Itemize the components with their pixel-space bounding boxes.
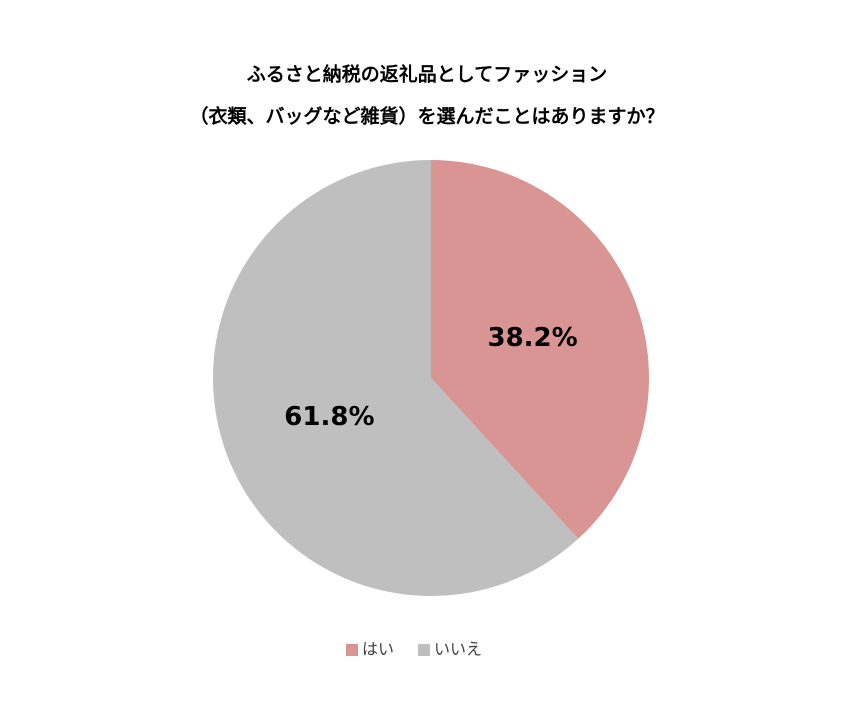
legend-label: はい	[362, 640, 394, 659]
value-label: 38.2%	[487, 323, 577, 353]
legend-swatch	[418, 644, 430, 656]
legend-label: いいえ	[434, 640, 482, 659]
legend-swatch	[346, 644, 358, 656]
chart-title: ふるさと納税の返礼品としてファッション	[247, 63, 607, 86]
value-label: 61.8%	[284, 402, 374, 432]
pie-slice	[213, 160, 579, 596]
chart-title: （衣類、バッグなど雑貨）を選んだことはありますか？	[189, 105, 664, 128]
pie-slice	[431, 160, 649, 539]
